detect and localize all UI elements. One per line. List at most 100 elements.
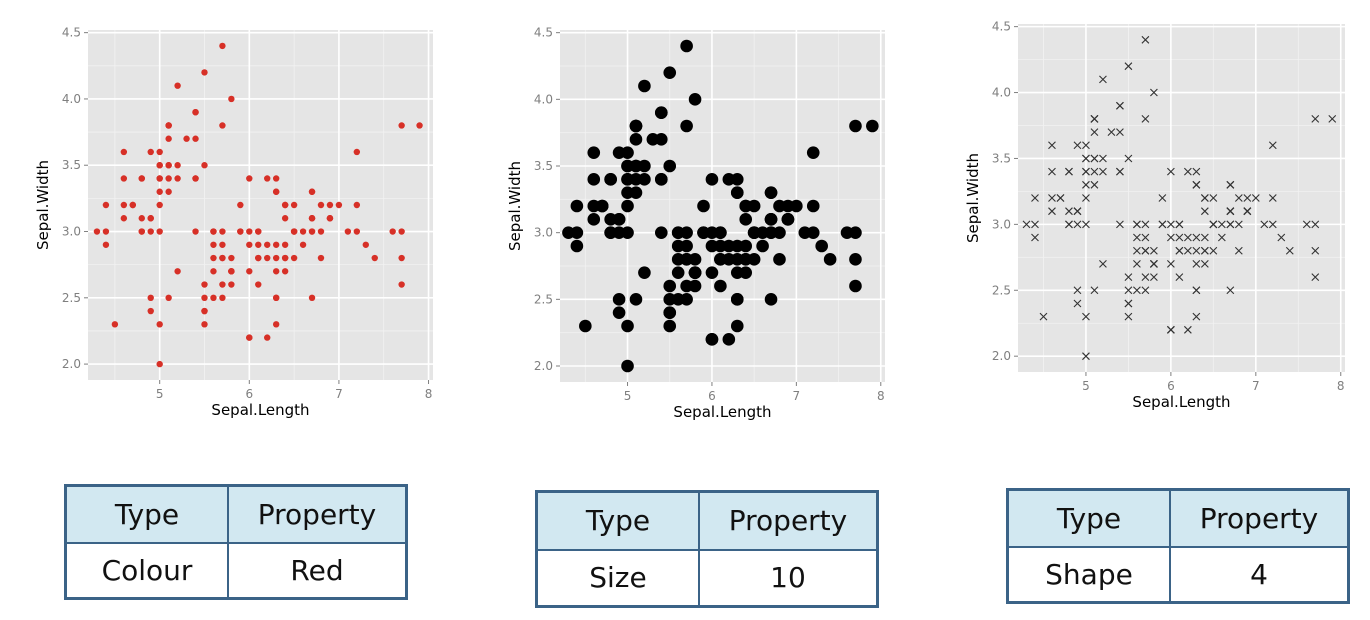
data-point bbox=[246, 241, 253, 248]
table-header-property: Property bbox=[1169, 488, 1350, 548]
data-point bbox=[1200, 260, 1209, 268]
data-point bbox=[1099, 75, 1107, 84]
scatter-plot-size: 5 6 7 8 2.0 2.5 3.0 3.5 4.0 4.5 Sepal.Length Sepal.… bbox=[470, 0, 910, 440]
y-tick-label: 4.0 bbox=[534, 92, 553, 106]
data-point bbox=[815, 239, 828, 253]
data-point bbox=[1209, 194, 1218, 202]
data-point bbox=[730, 253, 744, 266]
table-header-type: Type bbox=[64, 484, 229, 544]
y-tick-label: 2.0 bbox=[62, 357, 81, 371]
data-point bbox=[237, 228, 244, 235]
data-point bbox=[237, 201, 244, 209]
x-tick-label: 7 bbox=[335, 387, 343, 401]
data-point bbox=[416, 122, 423, 129]
data-point bbox=[308, 188, 316, 195]
data-point bbox=[1200, 207, 1209, 216]
data-point bbox=[1166, 260, 1175, 268]
data-point bbox=[688, 279, 702, 293]
data-point bbox=[773, 199, 786, 213]
data-point bbox=[1022, 220, 1031, 229]
data-point bbox=[1133, 260, 1141, 268]
data-point bbox=[1150, 88, 1158, 97]
data-point bbox=[1277, 233, 1286, 242]
data-point bbox=[1183, 246, 1192, 255]
data-point bbox=[1226, 180, 1235, 189]
x-tick-label: 6 bbox=[1167, 379, 1175, 393]
data-point bbox=[165, 135, 172, 142]
data-point bbox=[1056, 194, 1065, 202]
data-point bbox=[1133, 233, 1141, 242]
data-point bbox=[1243, 207, 1252, 216]
data-point bbox=[1192, 246, 1201, 255]
data-point bbox=[201, 69, 208, 76]
data-point bbox=[680, 293, 693, 306]
data-point bbox=[228, 281, 235, 288]
x-tick-label: 7 bbox=[1252, 379, 1260, 393]
data-point bbox=[730, 186, 744, 199]
property-table-colour: Type Property Colour Red bbox=[64, 484, 408, 600]
data-point bbox=[201, 162, 208, 169]
data-point bbox=[156, 228, 163, 235]
data-point bbox=[663, 279, 677, 293]
data-point bbox=[1141, 273, 1150, 281]
data-point bbox=[120, 215, 128, 222]
data-point bbox=[219, 42, 226, 50]
data-point bbox=[201, 321, 208, 328]
data-point bbox=[1200, 233, 1209, 242]
data-point bbox=[629, 119, 643, 133]
y-tick-label: 4.0 bbox=[62, 92, 81, 106]
data-point bbox=[1285, 246, 1294, 255]
table-cell-property: 10 bbox=[698, 548, 879, 608]
data-point bbox=[219, 241, 226, 248]
data-point bbox=[201, 281, 208, 288]
table-header-property: Property bbox=[227, 484, 408, 544]
data-point bbox=[730, 239, 744, 253]
data-point bbox=[335, 201, 343, 209]
x-tick-label: 7 bbox=[793, 389, 801, 403]
data-point bbox=[1116, 167, 1124, 176]
y-tick-label: 4.0 bbox=[992, 86, 1011, 100]
data-point bbox=[1234, 220, 1243, 229]
data-point bbox=[714, 279, 727, 293]
data-point bbox=[1183, 233, 1192, 242]
plot-panel bbox=[560, 30, 885, 382]
y-tick-label: 2.5 bbox=[992, 283, 1011, 297]
data-point bbox=[398, 228, 405, 235]
data-point bbox=[165, 162, 172, 169]
data-point bbox=[806, 226, 820, 239]
data-point bbox=[1099, 260, 1107, 268]
data-point bbox=[621, 186, 634, 199]
data-point bbox=[1090, 115, 1099, 123]
y-tick-label: 3.0 bbox=[534, 226, 553, 240]
data-point bbox=[1175, 273, 1184, 281]
data-point bbox=[604, 173, 617, 186]
data-point bbox=[612, 293, 626, 306]
data-point bbox=[228, 254, 235, 262]
scatter-plot-colour-svg: 5 6 7 8 2.0 2.5 3.0 3.5 4.0 4.5 Sepal.Length Sepal.… bbox=[34, 26, 433, 419]
data-point bbox=[1099, 167, 1107, 176]
data-point bbox=[705, 266, 719, 279]
data-point bbox=[1175, 246, 1184, 255]
data-point bbox=[1124, 62, 1133, 71]
data-point bbox=[219, 228, 226, 235]
data-point bbox=[1175, 233, 1184, 242]
data-point bbox=[1048, 194, 1056, 202]
data-point bbox=[866, 119, 879, 133]
data-point bbox=[1243, 194, 1252, 202]
data-point bbox=[638, 79, 651, 93]
data-point bbox=[680, 226, 693, 239]
plot-panel bbox=[1018, 24, 1345, 372]
x-tick-label: 5 bbox=[624, 389, 632, 403]
data-point bbox=[654, 106, 668, 119]
data-point bbox=[1141, 233, 1150, 242]
y-tick-label: 4.5 bbox=[62, 26, 81, 40]
data-point bbox=[1065, 207, 1073, 216]
data-point bbox=[1116, 101, 1124, 110]
data-point bbox=[120, 175, 128, 182]
data-point bbox=[1192, 286, 1201, 295]
data-point bbox=[102, 228, 110, 235]
y-tick-label: 4.5 bbox=[992, 20, 1011, 34]
data-point bbox=[255, 228, 262, 235]
data-point bbox=[317, 228, 325, 235]
data-point bbox=[1328, 115, 1337, 123]
